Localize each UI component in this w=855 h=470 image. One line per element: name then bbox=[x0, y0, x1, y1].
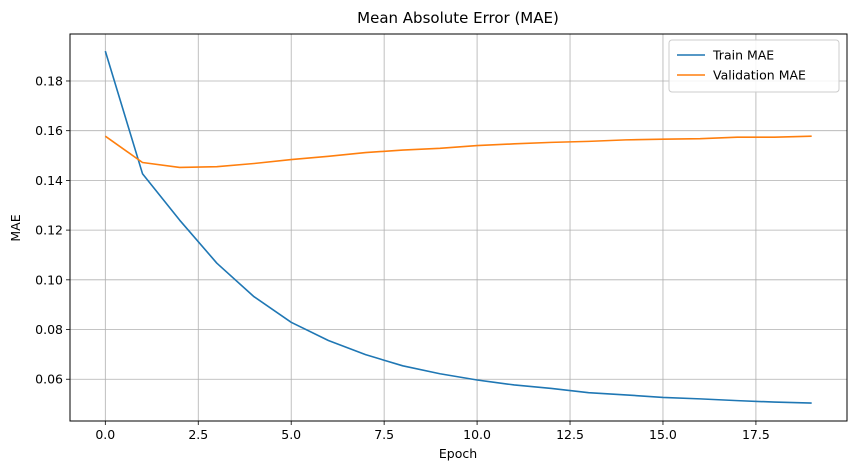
y-axis-label: MAE bbox=[8, 214, 23, 241]
legend-label: Validation MAE bbox=[713, 68, 806, 83]
y-tick-label: 0.12 bbox=[35, 223, 63, 238]
plot-area bbox=[70, 34, 847, 421]
series-line-train-mae bbox=[104, 50, 812, 404]
y-tick-label: 0.18 bbox=[35, 73, 63, 88]
y-tick-label: 0.10 bbox=[35, 272, 63, 287]
x-tick-label: 10.0 bbox=[463, 427, 491, 442]
x-tick-label: 5.0 bbox=[281, 427, 301, 442]
grid-lines bbox=[70, 34, 847, 421]
x-tick-label: 17.5 bbox=[742, 427, 770, 442]
x-tick-label: 15.0 bbox=[649, 427, 677, 442]
x-axis-ticks: 0.0 2.5 5.0 7.5 10.0 12.5 15.0 17.5 bbox=[95, 421, 770, 442]
x-tick-label: 7.5 bbox=[374, 427, 394, 442]
legend: Train MAE Validation MAE bbox=[668, 39, 840, 93]
plot-frame bbox=[69, 33, 848, 422]
y-tick-label: 0.14 bbox=[35, 173, 63, 188]
x-tick-label: 0.0 bbox=[95, 427, 115, 442]
x-tick-label: 12.5 bbox=[556, 427, 584, 442]
y-tick-label: 0.16 bbox=[35, 123, 63, 138]
x-tick-label: 2.5 bbox=[188, 427, 208, 442]
y-axis-ticks: 0.06 0.08 0.10 0.12 0.14 0.16 0.18 bbox=[35, 73, 70, 387]
chart-title: Mean Absolute Error (MAE) bbox=[357, 9, 559, 27]
series-lines bbox=[104, 50, 812, 404]
series-line-validation-mae bbox=[104, 135, 812, 169]
y-tick-label: 0.08 bbox=[35, 322, 63, 337]
legend-label: Train MAE bbox=[712, 48, 774, 63]
y-tick-label: 0.06 bbox=[35, 372, 63, 387]
legend-box bbox=[668, 39, 840, 93]
x-axis-label: Epoch bbox=[439, 446, 477, 461]
